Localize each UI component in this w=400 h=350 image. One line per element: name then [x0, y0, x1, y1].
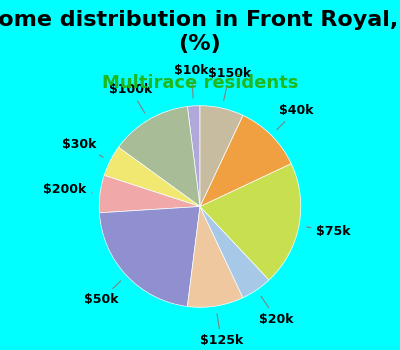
- Text: Income distribution in Front Royal, VA
(%): Income distribution in Front Royal, VA (…: [0, 10, 400, 54]
- Wedge shape: [104, 147, 200, 206]
- Text: $20k: $20k: [259, 296, 294, 326]
- Wedge shape: [187, 206, 243, 307]
- Wedge shape: [200, 106, 243, 206]
- Text: $125k: $125k: [200, 314, 243, 348]
- Text: $50k: $50k: [84, 281, 121, 306]
- Text: $100k: $100k: [109, 83, 152, 113]
- Wedge shape: [200, 206, 269, 298]
- Text: $200k: $200k: [43, 183, 92, 196]
- Text: $30k: $30k: [62, 138, 103, 157]
- Wedge shape: [99, 175, 200, 213]
- Text: $40k: $40k: [277, 104, 314, 130]
- Wedge shape: [118, 106, 200, 206]
- Wedge shape: [99, 206, 200, 307]
- Text: $75k: $75k: [307, 225, 351, 238]
- Text: $10k: $10k: [174, 64, 209, 98]
- Wedge shape: [200, 163, 301, 280]
- Text: $150k: $150k: [208, 67, 251, 100]
- Wedge shape: [200, 115, 291, 206]
- Text: Multirace residents: Multirace residents: [102, 74, 298, 91]
- Wedge shape: [187, 106, 200, 206]
